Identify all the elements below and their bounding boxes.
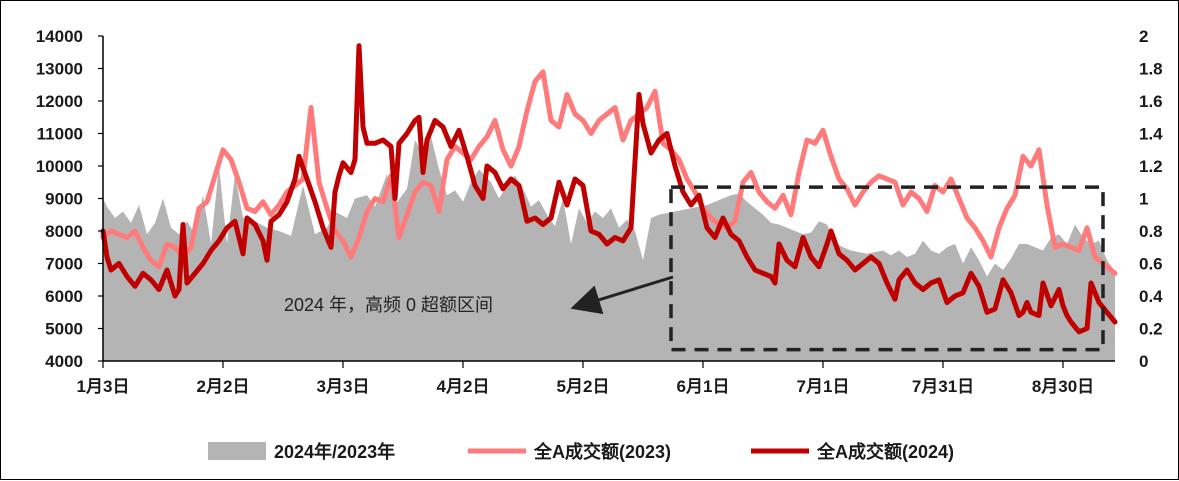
y-left-tick-label: 8000 [45, 222, 83, 241]
x-tick-label: 5月2日 [557, 377, 610, 396]
y-right-tick-label: 1.8 [1139, 60, 1163, 79]
y-right-tick-label: 0.6 [1139, 255, 1163, 274]
highlight-dashed-box [669, 185, 1105, 352]
legend-swatch-area [208, 442, 266, 460]
series-line-2024 [100, 43, 1118, 335]
y-right-tick-label: 0 [1139, 352, 1148, 371]
y-left-tick-label: 14000 [36, 27, 83, 46]
y-left-tick-label: 12000 [36, 92, 83, 111]
y-right-tick-label: 0.2 [1139, 320, 1163, 339]
x-tick-label: 2月2日 [197, 377, 250, 396]
y-right-tick-label: 1.2 [1139, 157, 1163, 176]
x-tick-label: 3月3日 [317, 377, 370, 396]
x-tick-label: 8月30日 [1032, 377, 1094, 396]
y-right-tick-label: 1.6 [1139, 92, 1163, 111]
y-left-tick-label: 6000 [45, 287, 83, 306]
y-left-tick-label: 11000 [37, 125, 83, 144]
legend-item-2024-label: 全A成交额(2024) [816, 441, 954, 462]
y-left-tick-label: 4000 [45, 352, 83, 371]
x-tick-label: 4月2日 [437, 377, 490, 396]
series-area-ratio [103, 136, 1115, 361]
y-right-tick-label: 1.4 [1139, 125, 1163, 144]
annotation-arrow [570, 275, 674, 315]
x-tick-label: 7月1日 [797, 377, 850, 396]
y-right-tick-label: 0.4 [1139, 287, 1163, 306]
y-right-tick-label: 2 [1139, 27, 1148, 46]
y-left-tick-label: 10000 [36, 157, 83, 176]
y-left-tick-label: 9000 [45, 190, 83, 209]
y-left-tick-label: 5000 [45, 320, 83, 339]
legend-item-ratio-label: 2024年/2023年 [274, 441, 395, 462]
legend-item-2023-label: 全A成交额(2023) [533, 441, 671, 462]
y-left-tick-label: 13000 [36, 60, 83, 79]
y-right-tick-label: 1 [1139, 190, 1148, 209]
series-line-2023 [100, 69, 1118, 276]
x-tick-label: 1月3日 [77, 377, 130, 396]
x-tick-label: 6月1日 [677, 377, 730, 396]
annotation-text: 2024 年，高频 0 超额区间 [284, 295, 493, 315]
x-tick-label: 7月31日 [912, 377, 974, 396]
y-right-tick-label: 0.8 [1139, 222, 1163, 241]
y-left-tick-label: 7000 [45, 255, 83, 274]
